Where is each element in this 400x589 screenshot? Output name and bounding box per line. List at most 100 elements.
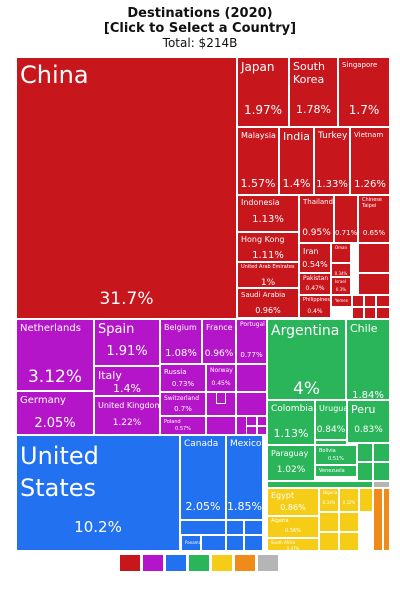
legend-swatch-oceania[interactable] <box>235 555 255 571</box>
treemap-tile-vietnam[interactable]: Vietnam 1.26% <box>350 127 390 195</box>
tile-value: 0.47% <box>305 285 325 292</box>
treemap-tile-minor[interactable] <box>226 535 244 551</box>
treemap-tile-singapore[interactable]: Singapore 1.7% <box>338 57 390 127</box>
treemap-tile-minor[interactable] <box>339 512 359 532</box>
treemap-tile-south-korea[interactable]: South Korea 1.78% <box>289 57 338 127</box>
chart-subtitle[interactable]: [Click to Select a Country] <box>103 21 297 36</box>
treemap-tile-minor[interactable] <box>357 462 373 481</box>
treemap-tile-minor[interactable] <box>236 364 267 392</box>
treemap-tile-peru[interactable]: Peru 0.83% <box>347 400 390 443</box>
treemap-tile-minor[interactable] <box>358 243 390 273</box>
legend-swatch-south-america[interactable] <box>189 555 209 571</box>
legend-swatch-other[interactable] <box>258 555 278 571</box>
treemap-tile-minor[interactable] <box>364 295 376 307</box>
treemap-tile-minor[interactable] <box>376 295 390 307</box>
treemap-tile-portugal[interactable]: Portugal 0.77% <box>236 319 267 364</box>
treemap-tile-thailand[interactable]: Thailand 0.95% <box>299 195 334 243</box>
tile-value: 0.77% <box>240 351 263 359</box>
treemap-tile-south-africa[interactable]: South Africa 0.47% <box>267 538 319 551</box>
treemap-tile-hong-kong[interactable]: Hong Kong 1.11% <box>237 232 299 262</box>
treemap-tile-united-arab-emirates[interactable]: United Arab Emirates 1% <box>237 262 299 288</box>
treemap-tile-switzerland[interactable]: Switzerland 0.7% <box>160 392 206 416</box>
treemap-tile-minor[interactable] <box>257 416 267 426</box>
treemap-tile-iran[interactable]: Iran 0.54% <box>299 243 331 273</box>
treemap-tile-germany[interactable]: Germany 2.05% <box>16 391 94 435</box>
treemap-tile-minor[interactable] <box>373 481 390 488</box>
treemap-tile-minor[interactable] <box>244 520 263 535</box>
treemap-tile-saudi-arabia[interactable]: Saudi Arabia 0.96% <box>237 288 299 318</box>
treemap-tile-israel[interactable]: Israel 0.3% <box>331 277 351 295</box>
tile-value: 0.57% <box>175 426 191 432</box>
treemap-tile-united-kingdom[interactable]: United Kingdom 1.22% <box>94 396 160 435</box>
treemap-tile-netherlands[interactable]: Netherlands 3.12% <box>16 319 94 391</box>
tile-label: Portugal <box>240 321 265 328</box>
treemap-tile-philippines[interactable]: Philippines 0.4% <box>299 295 331 318</box>
treemap-tile-chile[interactable]: Chile 1.84% <box>346 319 390 400</box>
treemap-tile-minor[interactable] <box>315 440 347 445</box>
treemap-tile-japan[interactable]: Japan 1.97% <box>237 57 289 127</box>
treemap-tile-minor[interactable] <box>358 273 390 295</box>
treemap-tile-minor[interactable] <box>257 426 267 435</box>
treemap-tile-minor[interactable] <box>267 481 373 488</box>
treemap-tile-china[interactable]: China 31.7% <box>16 57 237 319</box>
tile-label: Saudi Arabia <box>241 291 286 299</box>
treemap-tile-paraguay[interactable]: Paraguay 1.02% <box>267 445 315 481</box>
legend-swatch-asia[interactable] <box>120 555 140 571</box>
treemap-tile-india[interactable]: India 1.4% <box>279 127 314 195</box>
treemap-tile-minor[interactable] <box>246 416 257 426</box>
treemap-tile-minor[interactable] <box>373 488 383 551</box>
treemap-tile-minor[interactable] <box>339 532 359 551</box>
treemap-tile-minor[interactable] <box>206 416 236 435</box>
treemap-tile-unlabelled[interactable]: 0.71% <box>334 195 358 243</box>
treemap-tile-france[interactable]: France 0.96% <box>202 319 236 364</box>
treemap-tile-malaysia[interactable]: Malaysia 1.57% <box>237 127 279 195</box>
treemap-tile-norway[interactable]: Norway 0.45% <box>206 364 236 392</box>
treemap-tile-minor[interactable] <box>319 512 339 532</box>
tile-label: Spain <box>98 322 135 337</box>
tile-label: Germany <box>20 395 66 406</box>
treemap-tile-minor[interactable] <box>236 392 267 416</box>
treemap-tile-oman[interactable]: Oman <box>331 243 351 263</box>
treemap-tile-minor[interactable] <box>319 532 339 551</box>
tile-value: 10.2% <box>74 518 122 536</box>
treemap-tile-russia[interactable]: Russia 0.73% <box>160 364 206 392</box>
treemap-tile-minor[interactable] <box>359 488 373 512</box>
treemap-tile-bolivia[interactable]: Bolivia 0.51% <box>315 445 357 465</box>
treemap-tile-indonesia[interactable]: Indonesia 1.13% <box>237 195 299 232</box>
treemap-tile-canada[interactable]: Canada 2.05% <box>180 435 226 520</box>
treemap-tile-minor[interactable] <box>246 426 257 435</box>
treemap-tile-minor[interactable] <box>244 535 263 551</box>
treemap-tile-minor[interactable] <box>201 535 226 551</box>
treemap-tile-poland[interactable]: Poland 0.57% <box>160 416 206 435</box>
treemap-tile-minor[interactable] <box>216 392 226 404</box>
treemap-tile-algeria[interactable]: Algeria 0.56% <box>267 516 319 538</box>
treemap-tile-minor[interactable] <box>383 488 390 551</box>
treemap-tile-uruguay[interactable]: Uruguay 0.84% <box>315 400 347 440</box>
treemap-tile-nigeria[interactable]: Nigeria 0.33% <box>319 488 339 512</box>
treemap-tile-minor[interactable] <box>180 520 226 535</box>
legend-swatch-europe[interactable] <box>143 555 163 571</box>
treemap-tile-argentina[interactable]: Argentina 4% <box>267 319 346 400</box>
treemap-tile-spain[interactable]: Spain 1.91% <box>94 319 160 366</box>
treemap-tile-minor[interactable] <box>373 462 390 481</box>
treemap-tile-minor[interactable] <box>226 520 244 535</box>
treemap-tile-chinese-taipei[interactable]: Chinese Taipei 0.65% <box>358 195 390 243</box>
treemap-tile-united-states[interactable]: United States 10.2% <box>16 435 180 551</box>
treemap-tile-colombia[interactable]: Colombia 1.13% <box>267 400 315 445</box>
treemap-tile-unlabelled[interactable]: 0.32% <box>339 488 359 512</box>
treemap-tile-mexico[interactable]: Mexico 1.85% <box>226 435 263 520</box>
legend-swatch-north-america[interactable] <box>166 555 186 571</box>
treemap-tile-minor[interactable] <box>357 443 373 462</box>
treemap-tile-venezuela[interactable]: Venezuela <box>315 465 357 477</box>
treemap-tile-unlabelled[interactable]: 0.34% <box>331 263 351 277</box>
treemap-tile-minor[interactable] <box>352 295 364 307</box>
treemap-tile-minor[interactable] <box>373 443 390 462</box>
treemap-tile-turkey[interactable]: Turkey 1.33% <box>314 127 350 195</box>
treemap-tile-italy[interactable]: Italy 1.4% <box>94 366 160 396</box>
treemap-tile-belgium[interactable]: Belgium 1.08% <box>160 319 202 364</box>
treemap-tile-pakistan[interactable]: Pakistan 0.47% <box>299 273 331 295</box>
treemap-tile-egypt[interactable]: Egypt 0.86% <box>267 488 319 516</box>
legend-swatch-africa[interactable] <box>212 555 232 571</box>
treemap-tile-panama[interactable]: Panama <box>181 535 201 551</box>
treemap-tile-yemen[interactable]: Yemen <box>331 295 352 307</box>
